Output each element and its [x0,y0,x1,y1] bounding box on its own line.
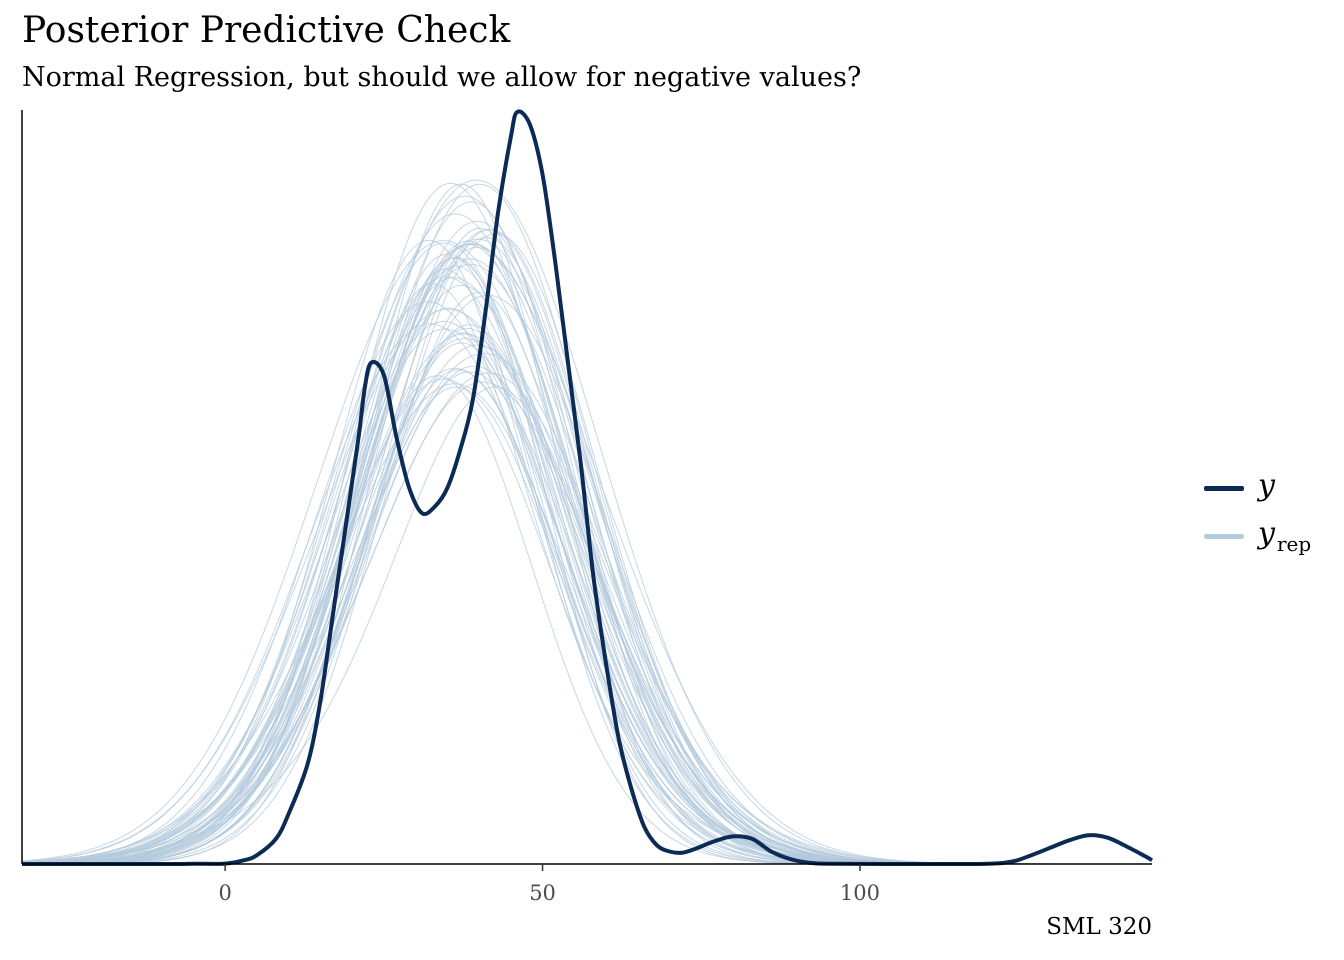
yrep-density-line [21,239,1152,865]
yrep-density-line [21,291,1152,865]
x-tick-label: 100 [840,881,880,905]
legend: y y rep [1198,466,1338,562]
yrep-density-line [21,276,1152,865]
yrep-density-line [21,253,1152,865]
y-density-line [21,109,1153,867]
legend-label-y: y [1258,468,1275,503]
yrep-density-line [21,213,1152,865]
yrep-density-line [21,324,1152,865]
yrep-density-line [21,276,1152,865]
yrep-density-line [21,338,1152,865]
x-ticks-group: 0 50 100 [218,864,880,905]
legend-label-yrep: y rep [1258,516,1312,556]
legend-key-y [1204,486,1244,491]
legend-item-yrep: y rep [1198,514,1338,562]
chart-subtitle: Normal Regression, but should we allow f… [22,62,862,93]
legend-item-y: y [1198,466,1338,514]
chart-title: Posterior Predictive Check [22,10,511,51]
yrep-density-line [21,236,1152,865]
x-tick-label: 50 [529,881,556,905]
legend-key-yrep [1204,534,1244,539]
y-line-group [21,109,1153,867]
yrep-density-line [21,378,1152,865]
yrep-density-line [21,294,1152,865]
caption: SML 320 [1046,914,1152,940]
yrep-density-line [21,238,1152,865]
x-tick-label: 0 [218,881,231,905]
